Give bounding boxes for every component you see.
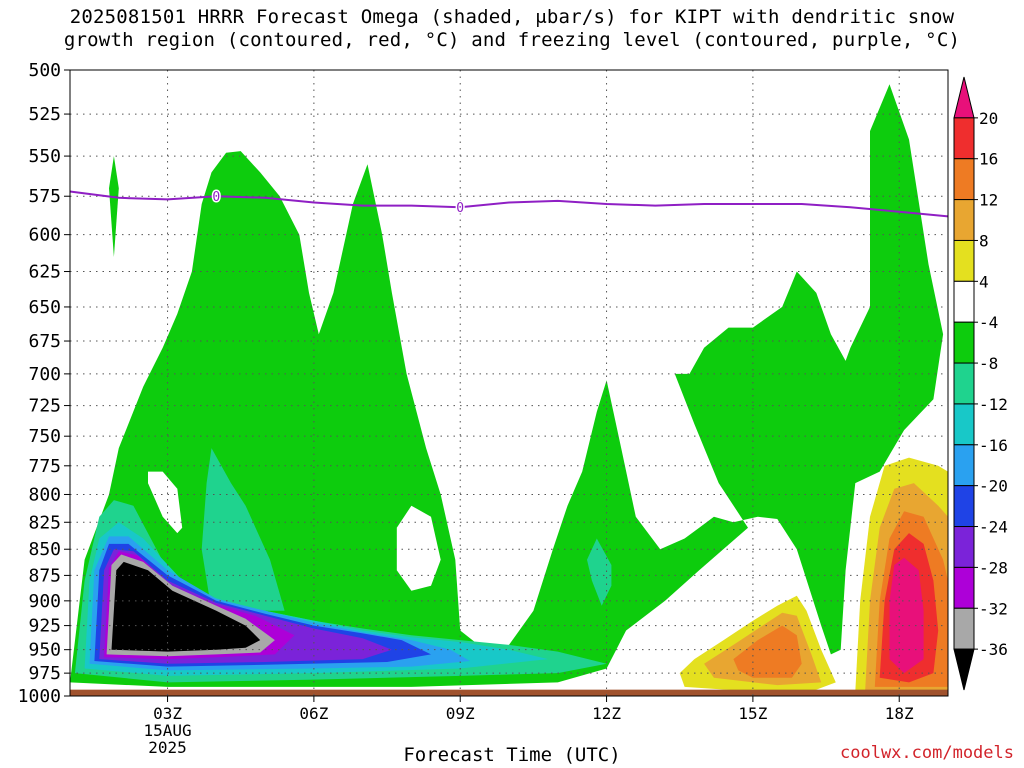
colorbar-cell-7 xyxy=(953,362,975,405)
freezing-level-label-1: 0 xyxy=(212,190,220,205)
date-label-2: 2025 xyxy=(148,738,187,757)
y-tick-label-900: 900 xyxy=(28,591,61,612)
y-tick-label-975: 975 xyxy=(28,663,61,684)
colorbar-label--32: -32 xyxy=(979,599,1008,618)
y-tick-label-725: 725 xyxy=(28,396,61,417)
colorbar-label--36: -36 xyxy=(979,640,1008,659)
x-tick-label-15Z: 15Z xyxy=(738,704,767,723)
ground-strip xyxy=(70,689,948,696)
freezing-level-label-2: 0 xyxy=(456,201,464,216)
freezing-level-line xyxy=(69,190,949,218)
y-tick-label-625: 625 xyxy=(28,262,61,283)
y-tick-label-700: 700 xyxy=(28,364,61,385)
grid-lines xyxy=(70,70,948,696)
x-tick-label-12Z: 12Z xyxy=(592,704,621,723)
y-tick-label-925: 925 xyxy=(28,616,61,637)
title-line-1: 2025081501 HRRR Forecast Omega (shaded, … xyxy=(69,6,955,28)
y-tick-label-800: 800 xyxy=(28,484,61,505)
colorbar-label-4: 4 xyxy=(979,272,989,291)
x-tick-label-09Z: 09Z xyxy=(446,704,475,723)
colorbar-label-20: 20 xyxy=(979,109,998,128)
y-tick-label-650: 650 xyxy=(28,297,61,318)
date-label-1: 15AUG xyxy=(143,721,191,740)
omega-region-teal-patch-2 xyxy=(587,538,612,606)
y-tick-label-950: 950 xyxy=(28,640,61,661)
omega-region-green-upper-plume xyxy=(70,84,944,687)
colorbar-cell-11 xyxy=(953,526,975,568)
y-tick-label-875: 875 xyxy=(28,565,61,586)
title-line-2: growth region (contoured, red, °C) and f… xyxy=(63,29,961,51)
colorbar-label--20: -20 xyxy=(979,477,1008,496)
colorbar-cell-13 xyxy=(953,607,975,650)
colorbar-label--24: -24 xyxy=(979,518,1008,537)
chart-title: 2025081501 HRRR Forecast Omega (shaded, … xyxy=(0,6,1024,52)
y-tick-label-550: 550 xyxy=(28,146,61,167)
colorbar-label--8: -8 xyxy=(979,354,998,373)
omega-region-orange-blob-low xyxy=(733,625,802,678)
colorbar-label-8: 8 xyxy=(979,231,989,250)
colorbar-cell-12 xyxy=(953,566,975,609)
omega-region-white-hole-2 xyxy=(396,505,441,591)
colorbar-cell-8 xyxy=(953,403,975,446)
y-axis-ticks: 500 525 550 575 600 625 650 675 700 725 750 775 800 8… xyxy=(18,60,70,707)
x-tick-label-03Z: 03Z xyxy=(153,704,182,723)
y-tick-label-500: 500 xyxy=(28,60,61,81)
colorbar-cell-5 xyxy=(953,280,975,323)
ground-strip-bar xyxy=(70,689,948,696)
omega-region-magenta-blob-right xyxy=(889,557,924,674)
colorbar-cell-2 xyxy=(953,158,975,201)
colorbar-label--16: -16 xyxy=(979,436,1008,455)
colorbar-label--12: -12 xyxy=(979,395,1008,414)
y-tick-label-750: 750 xyxy=(28,426,61,447)
y-tick-label-575: 575 xyxy=(28,186,61,207)
credit-link[interactable]: coolwx.com/models xyxy=(840,743,1014,763)
colorbar-label-12: 12 xyxy=(979,191,998,210)
colorbar-label--4: -4 xyxy=(979,313,998,332)
colorbar: 20 16 12 8 4 -4 -8 -12 -16 -20 -24 -28 -32 -36 xyxy=(953,76,1008,691)
y-tick-label-850: 850 xyxy=(28,539,61,560)
plot-area-fill xyxy=(70,70,948,696)
colorbar-cell-4 xyxy=(953,239,975,282)
x-tick-label-06Z: 06Z xyxy=(299,704,328,723)
y-tick-label-825: 825 xyxy=(28,512,61,533)
y-tick-label-775: 775 xyxy=(28,456,61,477)
colorbar-cell-1 xyxy=(953,117,975,160)
colorbar-cell-9 xyxy=(953,444,975,487)
freezing-level-contour: 00 xyxy=(69,189,949,218)
omega-region-white-hole-1 xyxy=(148,471,183,534)
x-tick-label-18Z: 18Z xyxy=(885,704,914,723)
x-axis-title: Forecast Time (UTC) xyxy=(403,744,621,766)
y-tick-label-675: 675 xyxy=(28,331,61,352)
plot-frame xyxy=(69,69,949,697)
y-tick-label-525: 525 xyxy=(28,104,61,125)
colorbar-cell-3 xyxy=(953,199,975,241)
colorbar-label--28: -28 xyxy=(979,558,1008,577)
omega-region-teal-patch-1 xyxy=(201,448,285,611)
colorbar-cell-top xyxy=(953,76,975,119)
omega-region-black-core xyxy=(111,561,261,652)
omega-region-green-spike xyxy=(109,156,119,257)
colorbar-cell-10 xyxy=(953,485,975,528)
y-tick-label-600: 600 xyxy=(28,225,61,246)
y-tick-label-1000: 1000 xyxy=(18,686,61,707)
colorbar-cell-bottom xyxy=(953,648,975,691)
colorbar-cell-6 xyxy=(953,321,975,364)
colorbar-label-16: 16 xyxy=(979,150,998,169)
